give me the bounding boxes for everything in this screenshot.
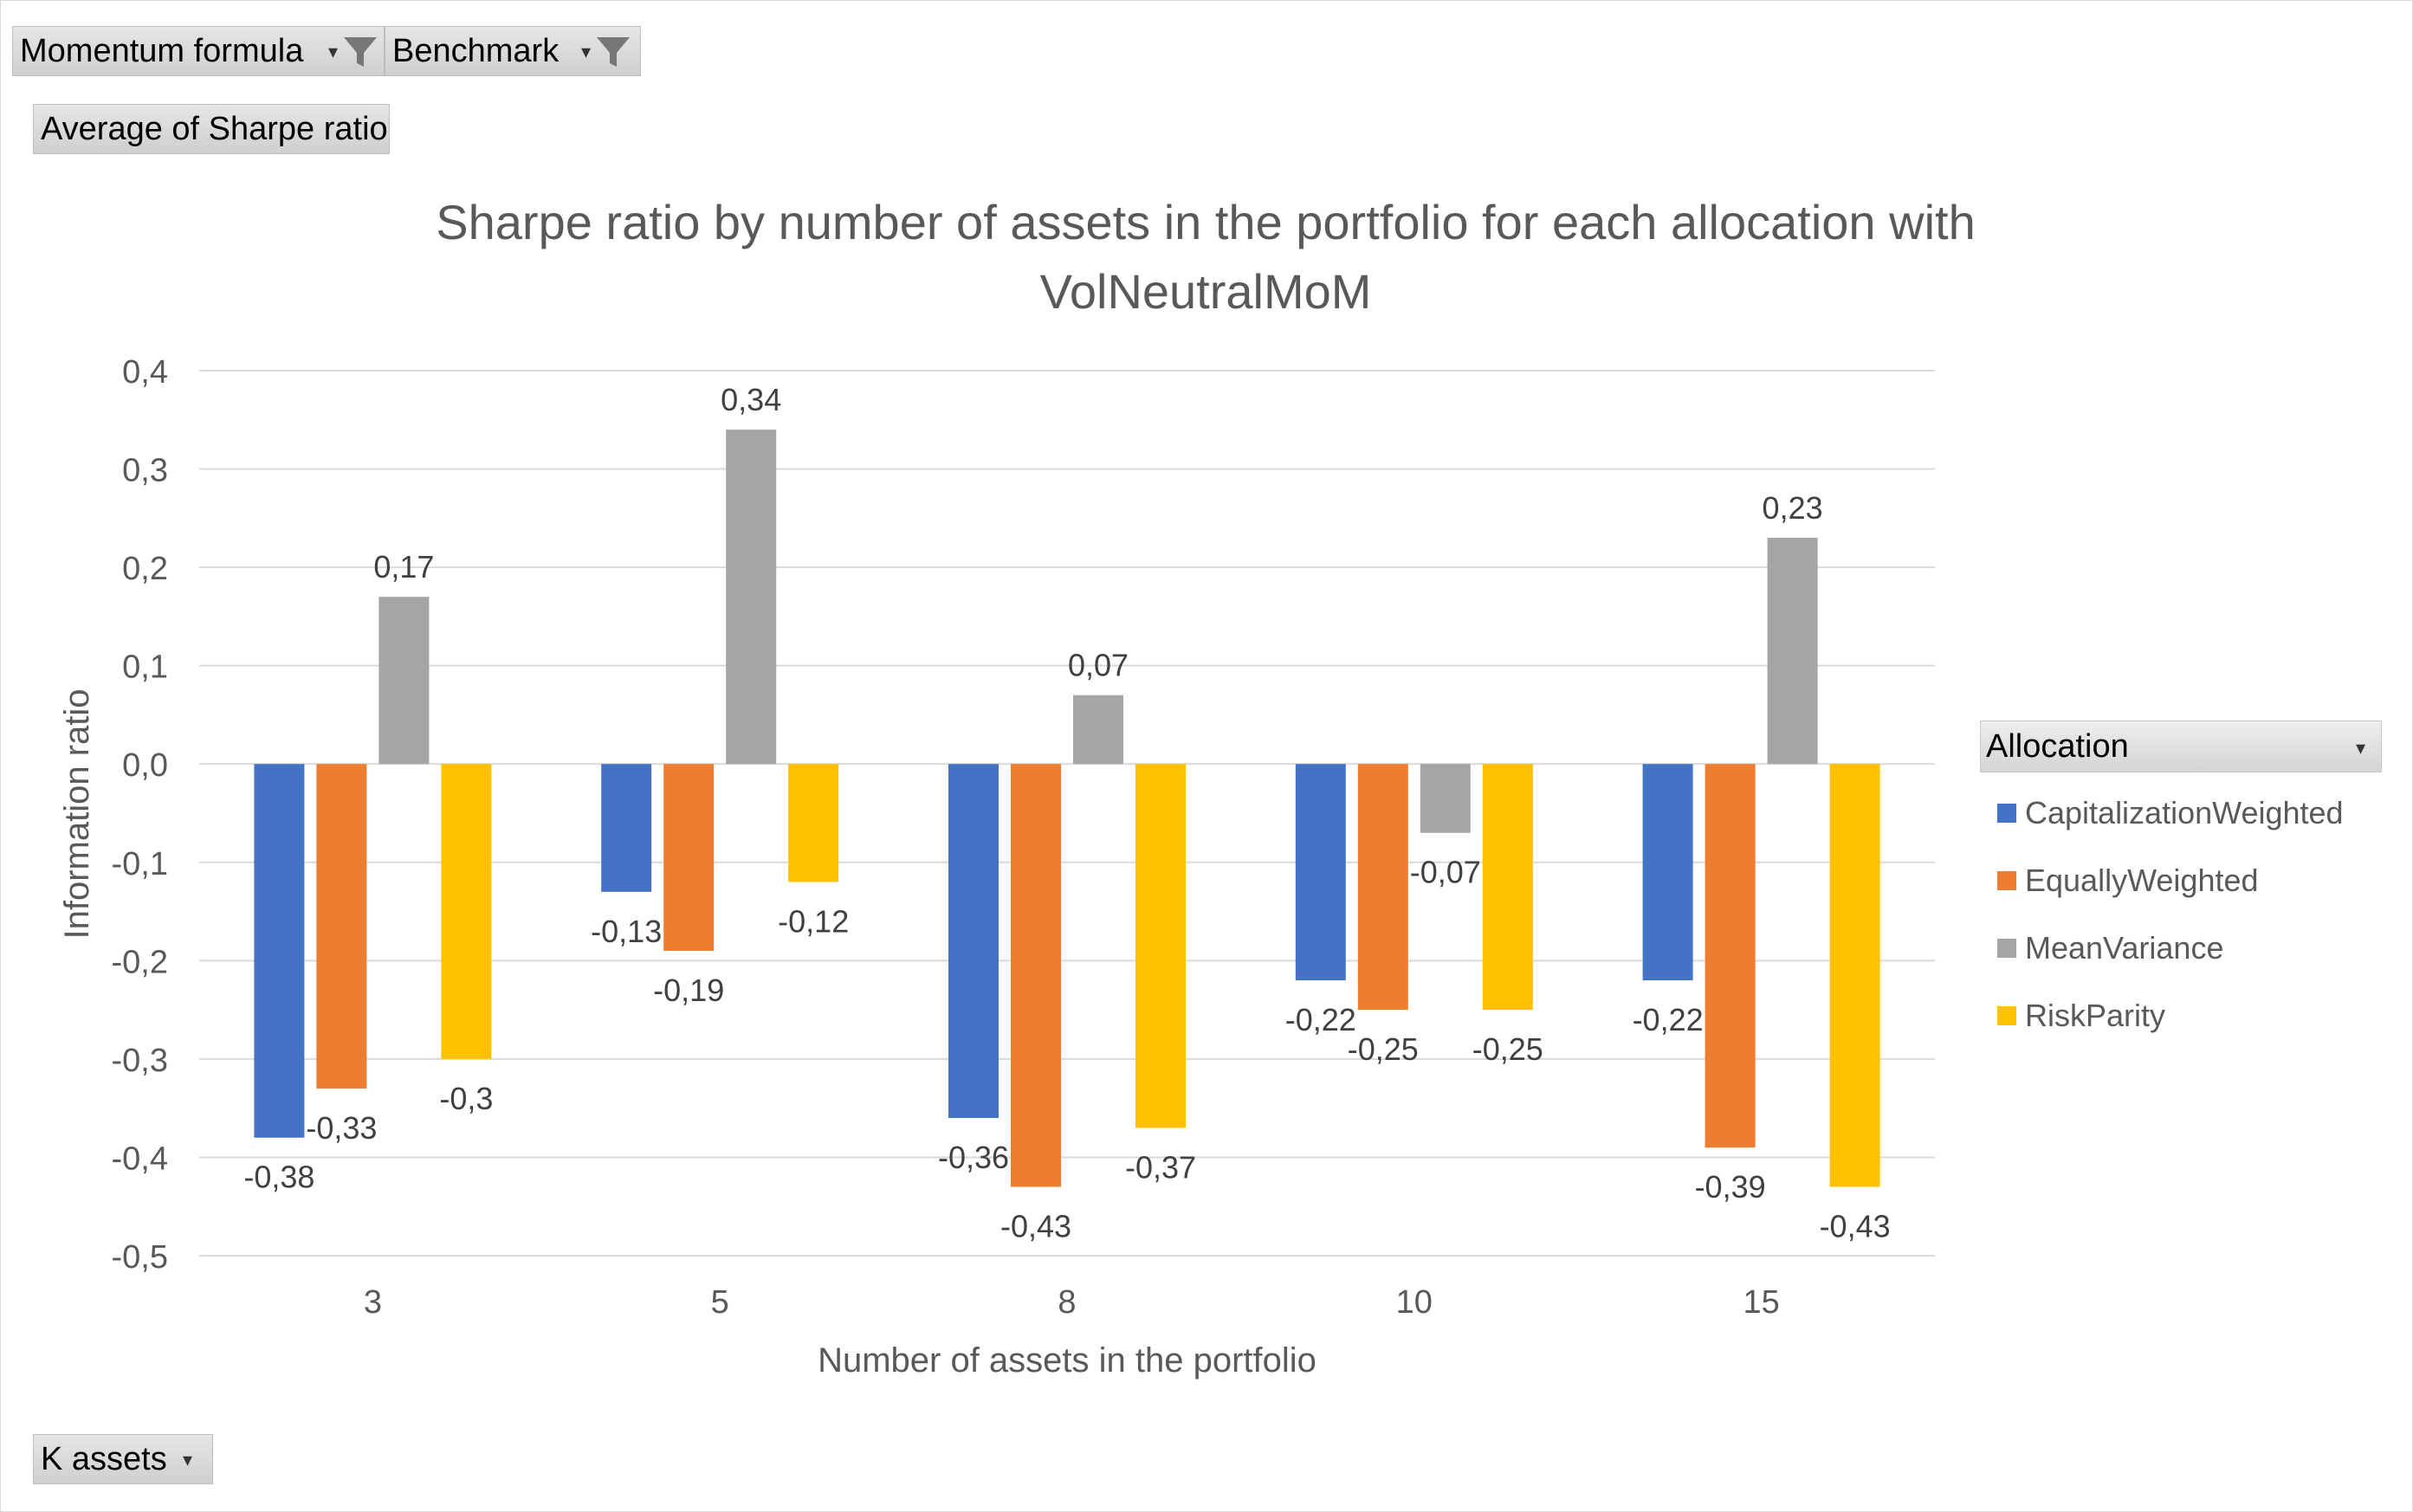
- legend-item: MeanVariance: [1980, 914, 2382, 982]
- data-label: -0,33: [306, 1110, 377, 1146]
- data-label: 0,34: [721, 382, 781, 417]
- data-label: -0,39: [1695, 1169, 1766, 1205]
- data-label: -0,25: [1348, 1031, 1419, 1067]
- bar: [1073, 695, 1123, 765]
- y-tick-label: 0,3: [122, 453, 168, 489]
- data-label: -0,22: [1633, 1002, 1704, 1037]
- y-tick-label: 0,2: [122, 551, 168, 587]
- filter-icon: [344, 37, 377, 67]
- y-tick-label: -0,2: [112, 944, 168, 980]
- data-label: 0,23: [1763, 490, 1823, 526]
- bar: [948, 764, 999, 1119]
- x-axis-tick-labels: 3 5 8 10 15: [364, 1284, 1780, 1321]
- data-label: -0,07: [1410, 855, 1481, 890]
- legend-swatch: [1997, 939, 2016, 958]
- bar: [1295, 764, 1346, 981]
- momentum-formula-label: Momentum formula: [20, 32, 304, 69]
- values-field-button[interactable]: Average of Sharpe ratio: [33, 104, 390, 154]
- legend-swatch: [1997, 804, 2016, 823]
- bar: [316, 764, 367, 1089]
- bar: [254, 764, 305, 1138]
- y-tick-label: -0,3: [112, 1043, 168, 1079]
- data-label: -0,19: [653, 972, 724, 1008]
- bar: [788, 764, 839, 882]
- y-tick-label: -0,5: [112, 1239, 168, 1276]
- bar: [1829, 764, 1880, 1187]
- data-label: -0,36: [938, 1140, 1009, 1175]
- data-label: -0,25: [1472, 1031, 1543, 1067]
- chevron-down-icon: ▾: [328, 41, 339, 62]
- benchmark-label: Benchmark: [392, 32, 560, 69]
- legend-label: CapitalizationWeighted: [2025, 795, 2344, 830]
- data-label: -0,38: [243, 1160, 314, 1195]
- bar: [1482, 764, 1533, 1011]
- bar: [1420, 764, 1471, 833]
- data-label: 0,17: [373, 549, 434, 585]
- x-tick-label: 5: [711, 1284, 729, 1321]
- legend-title: Allocation: [1986, 727, 2129, 765]
- bar: [1011, 764, 1061, 1187]
- chevron-down-icon: ▾: [183, 1449, 193, 1470]
- y-tick-label: -0,1: [112, 846, 168, 882]
- chart-title-line-2: VolNeutralMoM: [1040, 264, 1372, 319]
- legend-swatch: [1997, 1006, 2016, 1025]
- y-axis-title: Information ratio: [58, 688, 96, 939]
- benchmark-filter-button[interactable]: Benchmark ▾: [385, 26, 641, 76]
- legend: Allocation ▾ CapitalizationWeighted Equa…: [1980, 720, 2382, 1050]
- data-label: -0,37: [1125, 1149, 1196, 1185]
- x-axis-title: Number of assets in the portfolio: [818, 1341, 1316, 1380]
- legend-item: CapitalizationWeighted: [1980, 779, 2382, 847]
- data-label: -0,43: [1820, 1209, 1891, 1244]
- k-assets-label: K assets: [41, 1440, 167, 1477]
- bar: [663, 764, 715, 951]
- chart-title-line-1: Sharpe ratio by number of assets in the …: [436, 195, 1975, 249]
- bar: [378, 597, 430, 765]
- bar: [1642, 764, 1693, 981]
- y-tick-label: -0,4: [112, 1140, 168, 1177]
- x-tick-label: 3: [364, 1284, 382, 1321]
- bar: [441, 764, 492, 1059]
- bar: [1135, 764, 1186, 1128]
- momentum-formula-filter-button[interactable]: Momentum formula ▾: [12, 26, 385, 76]
- filter-icon: [597, 37, 630, 67]
- data-label: -0,43: [1000, 1209, 1071, 1244]
- y-axis-tick-labels: 0,4 0,3 0,2 0,1 0,0 -0,1 -0,2 -0,3 -0,4 -0,5: [112, 354, 168, 1276]
- chevron-down-icon: ▾: [581, 41, 592, 62]
- chevron-down-icon: ▾: [2355, 737, 2365, 759]
- legend-item: RiskParity: [1980, 982, 2382, 1050]
- y-tick-label: 0,1: [122, 649, 168, 686]
- bar: [601, 764, 652, 892]
- data-label: -0,3: [439, 1081, 493, 1116]
- data-label: -0,22: [1285, 1002, 1356, 1037]
- x-tick-label: 15: [1743, 1284, 1779, 1321]
- x-tick-label: 10: [1396, 1284, 1433, 1321]
- k-assets-field-button[interactable]: K assets ▾: [33, 1434, 213, 1484]
- allocation-field-button[interactable]: Allocation ▾: [1980, 720, 2382, 772]
- legend-label: EquallyWeighted: [2025, 863, 2259, 898]
- y-tick-label: 0,4: [122, 354, 168, 391]
- bars: [254, 430, 1880, 1187]
- data-label: -0,13: [591, 914, 662, 949]
- y-tick-label: 0,0: [122, 747, 168, 784]
- data-label: 0,07: [1068, 648, 1129, 683]
- data-label: -0,12: [778, 903, 849, 939]
- bar: [1357, 764, 1408, 1011]
- bar: [1767, 538, 1818, 765]
- x-tick-label: 8: [1058, 1284, 1076, 1321]
- legend-label: MeanVariance: [2025, 930, 2224, 966]
- bar: [726, 430, 777, 765]
- legend-label: RiskParity: [2025, 998, 2166, 1033]
- legend-swatch: [1997, 871, 2016, 890]
- data-labels: -0,38 -0,33 0,17 -0,3 -0,13 -0,19 0,34 -0,12 -0,…: [243, 382, 1890, 1244]
- values-field-label: Average of Sharpe ratio: [41, 110, 388, 147]
- bar: [1705, 764, 1756, 1148]
- legend-item: EquallyWeighted: [1980, 847, 2382, 914]
